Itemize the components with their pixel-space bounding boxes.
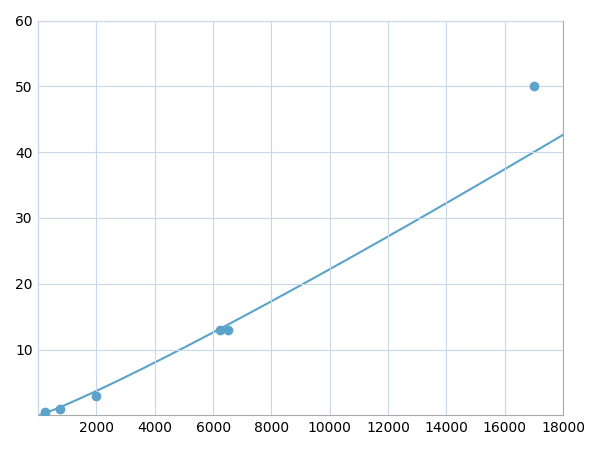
Point — [41, 409, 50, 416]
Point — [215, 326, 225, 333]
Point — [223, 326, 232, 333]
Point — [92, 392, 101, 399]
Point — [529, 83, 539, 90]
Point — [55, 405, 65, 413]
